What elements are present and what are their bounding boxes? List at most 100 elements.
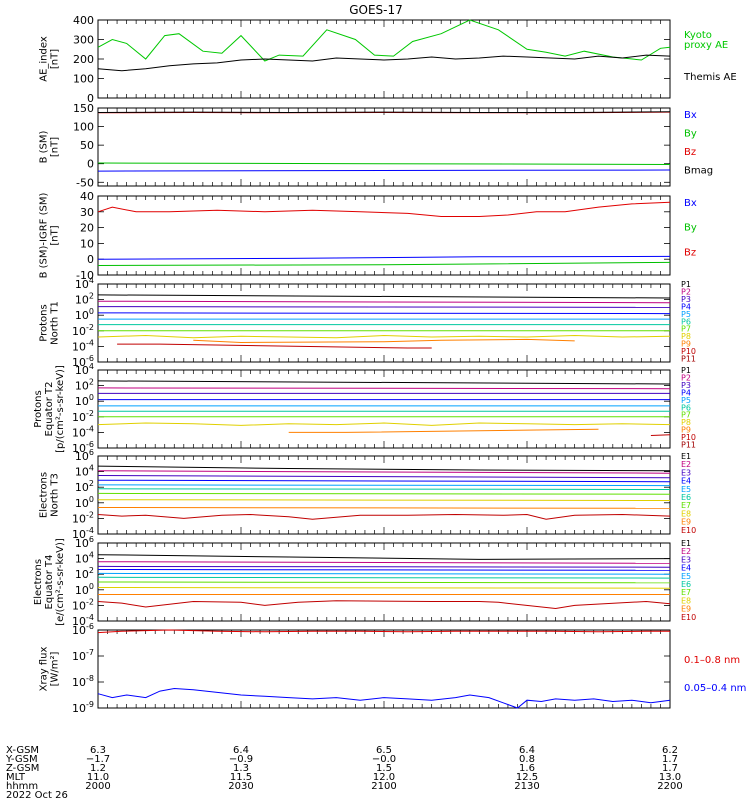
series-line-e9 [97,507,671,509]
legend-label: P9 [681,340,691,349]
series-line-themis-ae [97,54,671,72]
legend-label: P11 [681,355,696,364]
legend-label: E9 [681,518,691,527]
legend-label: Bx [684,110,697,121]
series-line-e1 [97,554,671,560]
y-tick-label: 100 [75,582,94,597]
series-line-e3 [97,475,671,479]
panel-b-sm-igrf: -10 0 10 20 30 40 B (SM)-IGRF (SM) [nT] Bx By Bz [39,190,697,282]
legend-label: P10 [681,347,696,356]
y-tick-label: 100 [73,73,94,86]
y-axis-title: B (SM) [39,130,50,163]
legend-label: E1 [681,539,691,548]
legend-label: E4 [681,564,691,573]
ephemeris-row-label: hhmm [6,781,38,792]
ephemeris-row-label: X-GSM [6,745,39,756]
y-tick-label: 400 [73,14,94,27]
y-tick-label: 50 [80,139,94,152]
y-tick-label: 200 [73,53,94,66]
series-line-p9 [193,338,575,344]
legend-label: P10 [681,433,696,442]
y-tick-label: 102 [75,479,94,494]
y-axis-title: AE_index [39,36,50,82]
ephemeris-value: 2100 [371,781,396,792]
legend-label: By [684,129,697,140]
ephemeris-value: 6.4 [519,745,535,756]
y-tick-label: 10-6 [72,622,94,637]
y-axis-title: [e/(cm²-s-sr-keV)] [55,538,66,626]
ephemeris-value: 1.7 [662,754,678,765]
legend-label: P1 [681,366,691,375]
y-tick-label: 40 [80,190,94,203]
legend-label: E3 [681,468,691,477]
series-line-p2 [97,387,671,390]
y-tick-label: 150 [73,102,94,115]
series-line-p2 [97,300,671,304]
y-tick-label: 0 [87,92,94,105]
y-tick-label: 10-4 [72,424,94,439]
y-axis-title: Electrons [39,472,50,518]
legend-label: P2 [681,373,691,382]
legend-label: Bz [684,147,696,158]
y-tick-label: 106 [75,535,94,550]
y-tick-label: 100 [75,307,94,322]
series-line-bx [97,255,671,260]
ephemeris-value: 2000 [85,781,110,792]
y-tick-label: 10-4 [72,338,94,353]
series-line-p8 [97,422,671,426]
legend-label: P6 [681,403,691,412]
y-tick-label: 10-2 [72,323,94,338]
legend-label: P3 [681,381,691,390]
series-line-bz [97,201,671,217]
legend-label: P2 [681,287,691,296]
legend-label: P4 [681,302,691,311]
y-axis-title: Protons [39,304,50,341]
ephemeris-value: −0.0 [372,754,396,765]
y-tick-label: 10-2 [72,409,94,424]
ephemeris-value: 12.5 [516,772,538,783]
legend-label: E8 [681,509,691,518]
legend-label: E5 [681,485,691,494]
legend-label: E1 [681,452,691,461]
legend-label: E4 [681,477,691,486]
y-axis-title: Xray flux [39,647,50,692]
legend-label: E7 [681,501,691,510]
ephemeris-row-label: MLT [6,772,26,783]
ephemeris-value: 2200 [657,781,682,792]
y-tick-label: 10-2 [72,510,94,525]
panel-b-sm: -50 0 50 100 150 B (SM) [nT] Bx By Bz Bmag [39,102,714,189]
series-line-e3 [97,565,671,568]
y-tick-label: 20 [80,222,94,235]
series-line-e5 [97,484,671,487]
legend-label: E2 [681,547,691,556]
legend-label: E2 [681,460,691,469]
ephemeris-value: 6.4 [233,745,249,756]
legend-label: E7 [681,588,691,597]
series-line-kyoto-proxy-ae [97,19,671,62]
legend-label: P6 [681,317,691,326]
series-line-p10 [650,434,671,436]
legend-label: P5 [681,310,691,319]
series-line-e6 [97,488,671,490]
ephemeris-value: 2130 [514,781,539,792]
series-line-e6 [97,576,671,579]
ephemeris-value: 11.0 [87,772,109,783]
y-tick-label: 10-8 [72,674,94,689]
y-axis-title: Electrons [33,559,44,605]
ephemeris-value: 1.5 [376,763,392,774]
legend-label: E8 [681,596,691,605]
legend-label: Bx [684,198,697,209]
legend-label: E3 [681,555,691,564]
ephemeris-value: 12.0 [373,772,395,783]
ephemeris-value: 6.2 [662,745,678,756]
series-line-e2 [97,561,671,564]
ephemeris-row-label: Z-GSM [6,763,39,774]
figure-title: GOES-17 [349,3,403,17]
series-line-e8 [97,499,671,501]
ephemeris-value: 11.5 [230,772,252,783]
